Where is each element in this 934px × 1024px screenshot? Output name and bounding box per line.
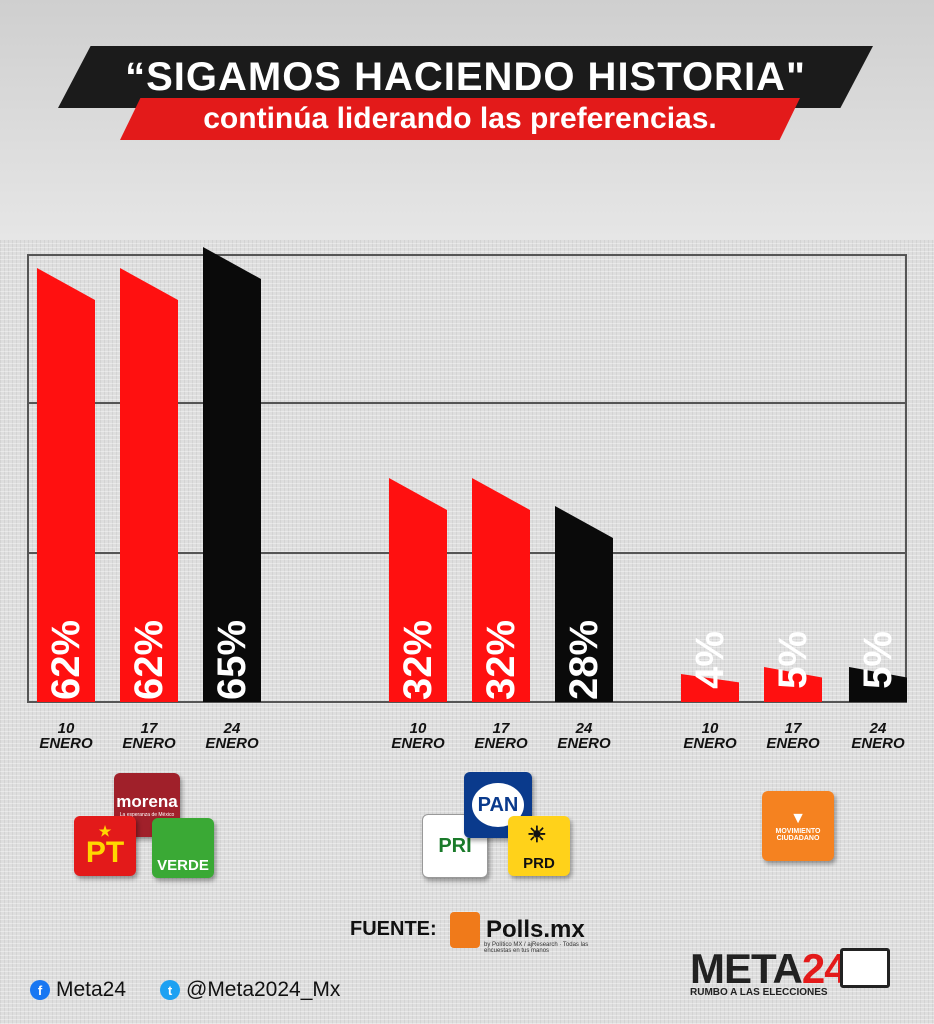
title-banner: “SIGAMOS HACIENDO HISTORIA"	[58, 46, 873, 108]
bar-value-label: 5%	[856, 631, 900, 689]
pt-logo-text: PT	[85, 836, 125, 869]
date-label: ENERO	[205, 735, 259, 752]
mc-logo-line1: MOVIMIENTO	[775, 828, 821, 835]
prd-logo: ☀ PRD	[508, 816, 570, 876]
pri-logo-text: PRI	[438, 834, 472, 857]
verde-logo-text: VERDE	[157, 857, 209, 874]
bar	[120, 268, 178, 702]
subtitle-banner: continúa liderando las preferencias.	[120, 98, 800, 140]
date-label: ENERO	[557, 735, 611, 752]
date-label: ENERO	[122, 735, 176, 752]
bar-value-label: 65%	[210, 620, 254, 700]
date-label: 24	[575, 720, 593, 737]
mc-logo-line2: CIUDADANO	[776, 835, 820, 842]
bar-value-label: 62%	[127, 620, 171, 700]
date-label: 17	[493, 720, 510, 737]
date-label: 10	[702, 720, 719, 737]
date-label: ENERO	[683, 735, 737, 752]
facebook-handle[interactable]: f Meta24	[30, 978, 126, 1002]
bar-value-label: 62%	[44, 620, 88, 700]
bar	[472, 478, 530, 702]
meta24-tagline: RUMBO A LAS ELECCIONES	[690, 987, 828, 998]
source-label: FUENTE:	[350, 918, 437, 940]
eagle-icon: ▼	[790, 810, 806, 827]
date-label: 24	[223, 720, 241, 737]
meta24-logo: META24 RUMBO A LAS ELECCIONES	[690, 945, 848, 998]
chart-title: “SIGAMOS HACIENDO HISTORIA"	[125, 54, 806, 99]
sun-icon: ☀	[527, 822, 547, 847]
bar	[203, 247, 261, 702]
date-label: ENERO	[391, 735, 445, 752]
morena-logo-text: morena	[116, 792, 178, 811]
prd-logo-text: PRD	[523, 855, 555, 872]
bar	[849, 667, 907, 702]
twitter-text: @Meta2024_Mx	[186, 978, 341, 1001]
date-label: 10	[410, 720, 427, 737]
facebook-icon: f	[30, 980, 50, 1000]
mc-logo: ▼ MOVIMIENTO CIUDADANO	[762, 791, 834, 861]
date-label: 17	[785, 720, 802, 737]
bar-value-label: 32%	[479, 620, 523, 700]
date-label: ENERO	[766, 735, 820, 752]
date-label: 10	[58, 720, 75, 737]
polls-chart-icon	[450, 912, 480, 948]
date-label: 17	[141, 720, 158, 737]
bar	[681, 674, 739, 702]
bar-value-label: 28%	[562, 620, 606, 700]
pt-logo: ★ PT	[74, 816, 136, 876]
date-label: 24	[869, 720, 887, 737]
date-label: ENERO	[474, 735, 528, 752]
verde-logo: VERDE	[152, 818, 214, 878]
bars-layer: 62% 62% 65% 32% 32% 28% 4% 5% 5%	[37, 247, 907, 702]
chart-subtitle: continúa liderando las preferencias.	[203, 102, 717, 135]
bar	[389, 478, 447, 702]
bar-value-label: 5%	[771, 631, 815, 689]
date-label: ENERO	[39, 735, 93, 752]
facebook-text: Meta24	[56, 978, 127, 1001]
date-label: ENERO	[851, 735, 905, 752]
meta24-word: META	[690, 945, 803, 992]
polls-name: Polls.mx	[486, 916, 585, 943]
morena-logo-tagline: La esperanza de México	[119, 812, 175, 818]
bar-value-label: 4%	[688, 631, 732, 689]
ballot-screen-icon	[840, 948, 890, 988]
meta24-wordmark: META24	[690, 945, 848, 993]
bar	[764, 667, 822, 702]
bar	[555, 506, 613, 702]
twitter-icon: t	[160, 980, 180, 1000]
polls-logo: Polls.mx	[450, 912, 585, 948]
bar-value-label: 32%	[396, 620, 440, 700]
chart-frame	[27, 254, 907, 703]
twitter-handle[interactable]: t @Meta2024_Mx	[160, 978, 340, 1002]
polls-tagline: by Político MX / ajResearch · Todas las …	[484, 942, 589, 954]
star-icon: ★	[98, 823, 112, 839]
morena-logo: morena La esperanza de México	[114, 773, 180, 837]
bar	[37, 268, 95, 702]
date-labels-layer: 10ENERO17ENERO24ENERO10ENERO17ENERO24ENE…	[39, 720, 905, 752]
meta24-number: 24	[801, 945, 848, 992]
